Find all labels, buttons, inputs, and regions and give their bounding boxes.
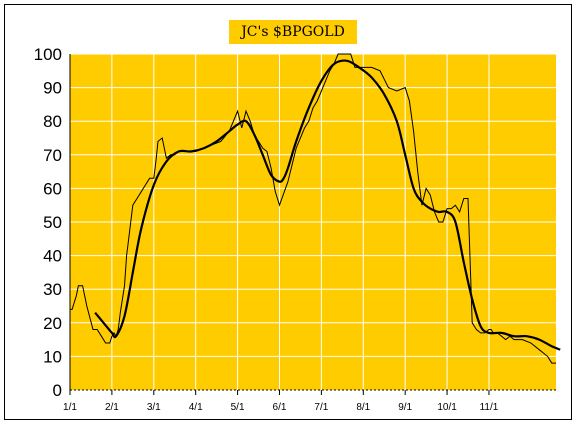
x-tick-label: 2/1 xyxy=(105,402,119,413)
y-tick-label: 70 xyxy=(43,146,62,165)
y-tick-label: 90 xyxy=(43,79,62,98)
x-axis: 1/1 2/1 3/1 4/1 5/1 6/1 7/1 8/1 9/1 10/1 11/1 xyxy=(63,54,556,413)
x-tick-label: 11/1 xyxy=(480,402,499,413)
x-tick-label: 9/1 xyxy=(398,402,412,413)
y-tick-label: 10 xyxy=(43,347,62,366)
y-tick-label: 100 xyxy=(34,45,62,64)
x-tick-label: 5/1 xyxy=(231,402,245,413)
series-group xyxy=(70,53,561,364)
y-tick-label: 20 xyxy=(43,314,62,333)
x-tick-label: 8/1 xyxy=(356,402,370,413)
x-tick-label: 7/1 xyxy=(314,402,328,413)
y-tick-label: 0 xyxy=(53,381,62,400)
x-tick-label: 1/1 xyxy=(63,402,77,413)
y-tick-label: 30 xyxy=(43,280,62,299)
x-tick-label: 4/1 xyxy=(189,402,203,413)
y-tick-label: 80 xyxy=(43,112,62,131)
x-tick-label: 10/1 xyxy=(437,402,457,413)
smoothed-line xyxy=(94,59,561,351)
gridlines xyxy=(70,53,556,390)
y-tick-label: 50 xyxy=(43,213,62,232)
price-line xyxy=(70,53,556,364)
y-tick-label: 40 xyxy=(43,247,62,266)
y-axis: 0 10 20 30 40 50 60 70 80 90 100 xyxy=(34,45,62,400)
chart-title: JC's $BPGOLD xyxy=(229,20,357,44)
x-tick-label: 3/1 xyxy=(147,402,161,413)
y-tick-label: 60 xyxy=(43,179,62,198)
x-tick-label: 6/1 xyxy=(273,402,287,413)
